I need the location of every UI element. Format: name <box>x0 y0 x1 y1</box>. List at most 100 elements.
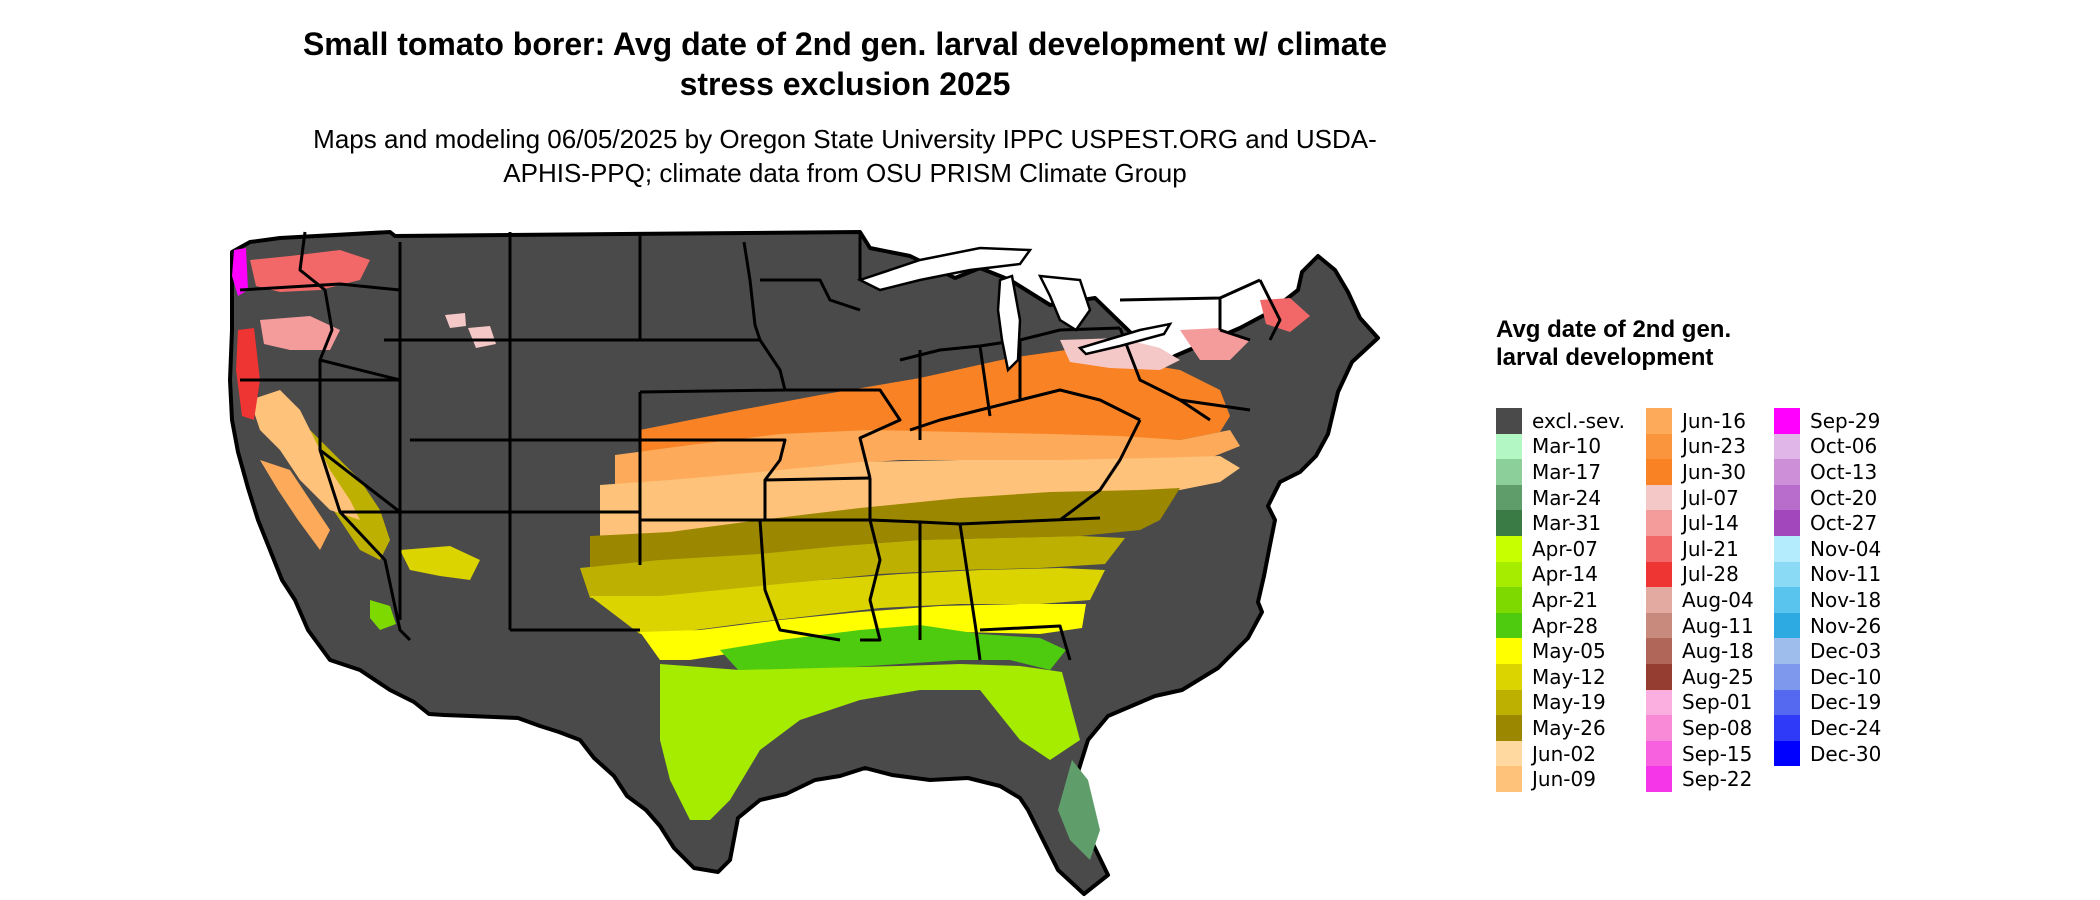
legend-label: Dec-24 <box>1810 715 1882 740</box>
legend-label: Dec-03 <box>1810 639 1882 664</box>
band-jun-02 <box>600 456 1240 538</box>
legend-item: Jun-09 <box>1496 766 1625 792</box>
legend-swatch <box>1646 766 1672 792</box>
legend-label: Nov-26 <box>1810 613 1882 638</box>
legend-item: Jul-21 <box>1646 535 1754 562</box>
legend-item: Oct-13 <box>1774 459 1881 485</box>
legend-label: Jul-07 <box>1682 485 1739 510</box>
legend-item: Jun-16 <box>1646 408 1754 434</box>
legend-title: Avg date of 2nd gen. larval development <box>1496 316 1732 371</box>
legend-item: Jun-30 <box>1646 459 1754 485</box>
legend-label: May-12 <box>1532 664 1606 689</box>
legend-swatch <box>1646 433 1672 460</box>
band-jun-30 <box>640 348 1230 458</box>
legend-swatch <box>1774 740 1800 767</box>
legend-label: Apr-21 <box>1532 587 1598 612</box>
legend-item: excl.-sev. <box>1496 408 1625 434</box>
legend-item: May-05 <box>1496 638 1625 664</box>
legend-swatch <box>1646 561 1672 588</box>
legend-swatch <box>1496 535 1522 562</box>
legend-label: May-05 <box>1532 639 1606 664</box>
patch-jul-14-pa <box>1180 328 1250 360</box>
legend-label: Apr-14 <box>1532 562 1598 587</box>
legend-item: Aug-04 <box>1646 587 1754 613</box>
legend-item: Oct-06 <box>1774 433 1881 460</box>
legend-item: Sep-15 <box>1646 740 1754 767</box>
legend-swatch <box>1646 663 1672 690</box>
legend-swatch <box>1774 587 1800 613</box>
legend-label: Aug-25 <box>1682 664 1754 689</box>
legend-label: Sep-01 <box>1682 690 1753 715</box>
legend-swatch <box>1774 433 1800 460</box>
legend-swatch <box>1496 510 1522 536</box>
legend-label: May-19 <box>1532 690 1606 715</box>
legend-item: Nov-11 <box>1774 561 1881 588</box>
legend-swatch <box>1496 408 1522 434</box>
legend-label: Oct-13 <box>1810 459 1878 484</box>
legend-swatch <box>1496 484 1522 511</box>
lake-superior <box>856 246 1033 292</box>
lake-michigan <box>996 274 1022 373</box>
legend-swatch <box>1774 459 1800 485</box>
legend-item: Dec-10 <box>1774 663 1881 690</box>
map-title: Small tomato borer: Avg date of 2nd gen.… <box>302 26 1388 102</box>
legend-swatch <box>1496 740 1522 767</box>
legend-label: Jun-16 <box>1682 408 1746 433</box>
patch-jul-28-coast <box>236 328 260 420</box>
legend-swatch <box>1496 561 1522 588</box>
legend-item: Mar-10 <box>1496 433 1625 460</box>
legend-label: Jun-09 <box>1532 767 1596 792</box>
legend-label: Nov-18 <box>1810 587 1882 612</box>
legend-item: Dec-30 <box>1774 740 1881 767</box>
great-lakes <box>856 246 1173 373</box>
legend-item: Mar-31 <box>1496 510 1625 536</box>
lake-huron <box>1037 274 1092 332</box>
legend-label: Oct-27 <box>1810 511 1878 536</box>
legend-item: May-26 <box>1496 715 1625 741</box>
legend-item: Nov-04 <box>1774 535 1881 562</box>
legend-item: Aug-25 <box>1646 663 1754 690</box>
legend-label: May-26 <box>1532 715 1606 740</box>
legend-label: excl.-sev. <box>1532 408 1625 433</box>
legend-label: Sep-08 <box>1682 715 1753 740</box>
legend-swatch <box>1646 587 1672 613</box>
band-mar-24 <box>1058 760 1100 860</box>
legend-label: Dec-19 <box>1810 690 1882 715</box>
legend-label: Aug-04 <box>1682 587 1754 612</box>
legend-label: Jul-28 <box>1682 562 1739 587</box>
legend-label: Sep-22 <box>1682 767 1753 792</box>
map-subtitle: Maps and modeling 06/05/2025 by Oregon S… <box>313 124 1377 188</box>
us-map <box>228 230 1380 896</box>
legend-swatch <box>1774 638 1800 664</box>
legend-label: Apr-28 <box>1532 613 1598 638</box>
legend-label: Jul-21 <box>1682 536 1739 561</box>
legend-swatch <box>1774 715 1800 741</box>
legend-item: Jun-23 <box>1646 433 1754 460</box>
legend-item: Sep-08 <box>1646 715 1754 741</box>
legend-label: Jun-02 <box>1532 741 1596 766</box>
legend-item: Oct-20 <box>1774 484 1881 511</box>
legend-item: Jul-28 <box>1646 561 1754 588</box>
legend-label: Oct-06 <box>1810 434 1878 459</box>
legend-item: Jul-14 <box>1646 510 1754 536</box>
legend-swatch <box>1646 484 1672 511</box>
legend-swatch <box>1646 740 1672 767</box>
legend-item: Jul-07 <box>1646 484 1754 511</box>
legend-label: Mar-10 <box>1532 434 1602 459</box>
legend-swatch <box>1646 612 1672 639</box>
band-may-12 <box>590 568 1105 634</box>
legend-item: Dec-24 <box>1774 715 1881 741</box>
band-apr-14-west <box>370 600 396 630</box>
legend-item: Mar-24 <box>1496 484 1625 511</box>
legend-item: Dec-19 <box>1774 689 1882 716</box>
legend-column-1: excl.-sev. Mar-10 Mar-17 Mar-24 Mar-31 Apr-07… <box>1496 408 1625 792</box>
legend-swatch <box>1646 459 1672 485</box>
legend-swatch <box>1646 408 1672 434</box>
legend-label: Jun-23 <box>1682 434 1746 459</box>
legend-swatch <box>1774 510 1800 536</box>
band-apr-28 <box>720 625 1066 672</box>
legend-swatch <box>1496 766 1522 792</box>
legend-item: Sep-22 <box>1646 766 1754 792</box>
band-jun-16 <box>615 430 1240 488</box>
legend-label: Mar-31 <box>1532 511 1602 536</box>
